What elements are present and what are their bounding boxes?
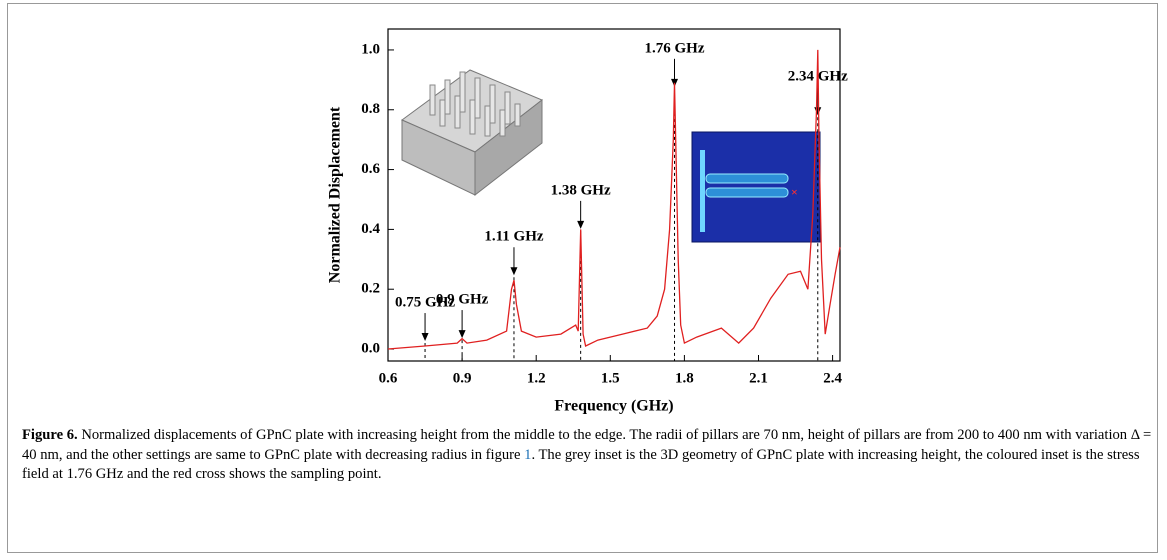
stress-inset: ×: [692, 132, 820, 242]
x-tick-label: 1.5: [601, 370, 620, 386]
y-tick-label: 0.0: [361, 340, 380, 356]
y-axis-title: Normalized Displacement: [327, 106, 344, 283]
y-tick-label: 1.0: [361, 41, 380, 57]
x-tick-label: 2.1: [749, 370, 768, 386]
y-tick-label: 0.2: [361, 281, 380, 297]
x-tick-label: 2.4: [823, 370, 842, 386]
x-tick-label: 1.2: [527, 370, 546, 386]
x-tick-label: 0.6: [379, 370, 398, 386]
arrow-head: [577, 221, 584, 229]
x-tick-label: 1.8: [675, 370, 694, 386]
grey-inset: [402, 70, 542, 195]
chart: × 0.0 0.2 0.4 0.6 0.8 1.0 0.6 0.9 1.2 1.5 1.8 2.1 2.…: [0, 0, 1167, 420]
caption-label: Figure 6.: [22, 427, 78, 443]
x-tick-label: 0.9: [453, 370, 472, 386]
x-axis-title: Frequency (GHz): [554, 398, 673, 415]
y-tick-label: 0.8: [361, 101, 380, 117]
arrow-head: [422, 333, 429, 341]
arrow-head: [510, 267, 517, 275]
annotation-label: 1.38 GHz: [551, 182, 611, 198]
arrow-head: [814, 107, 821, 115]
annotation-label: 1.11 GHz: [484, 229, 544, 245]
cross: ×: [791, 185, 798, 199]
annotation-label: 0.9 GHz: [436, 292, 489, 308]
y-tick-label: 0.6: [361, 161, 380, 177]
y-tick-label: 0.4: [361, 221, 380, 237]
annotation-label: 1.76 GHz: [645, 40, 705, 56]
arrow-head: [459, 330, 466, 338]
caption: Figure 6. Normalized displacements of GP…: [22, 426, 1152, 485]
